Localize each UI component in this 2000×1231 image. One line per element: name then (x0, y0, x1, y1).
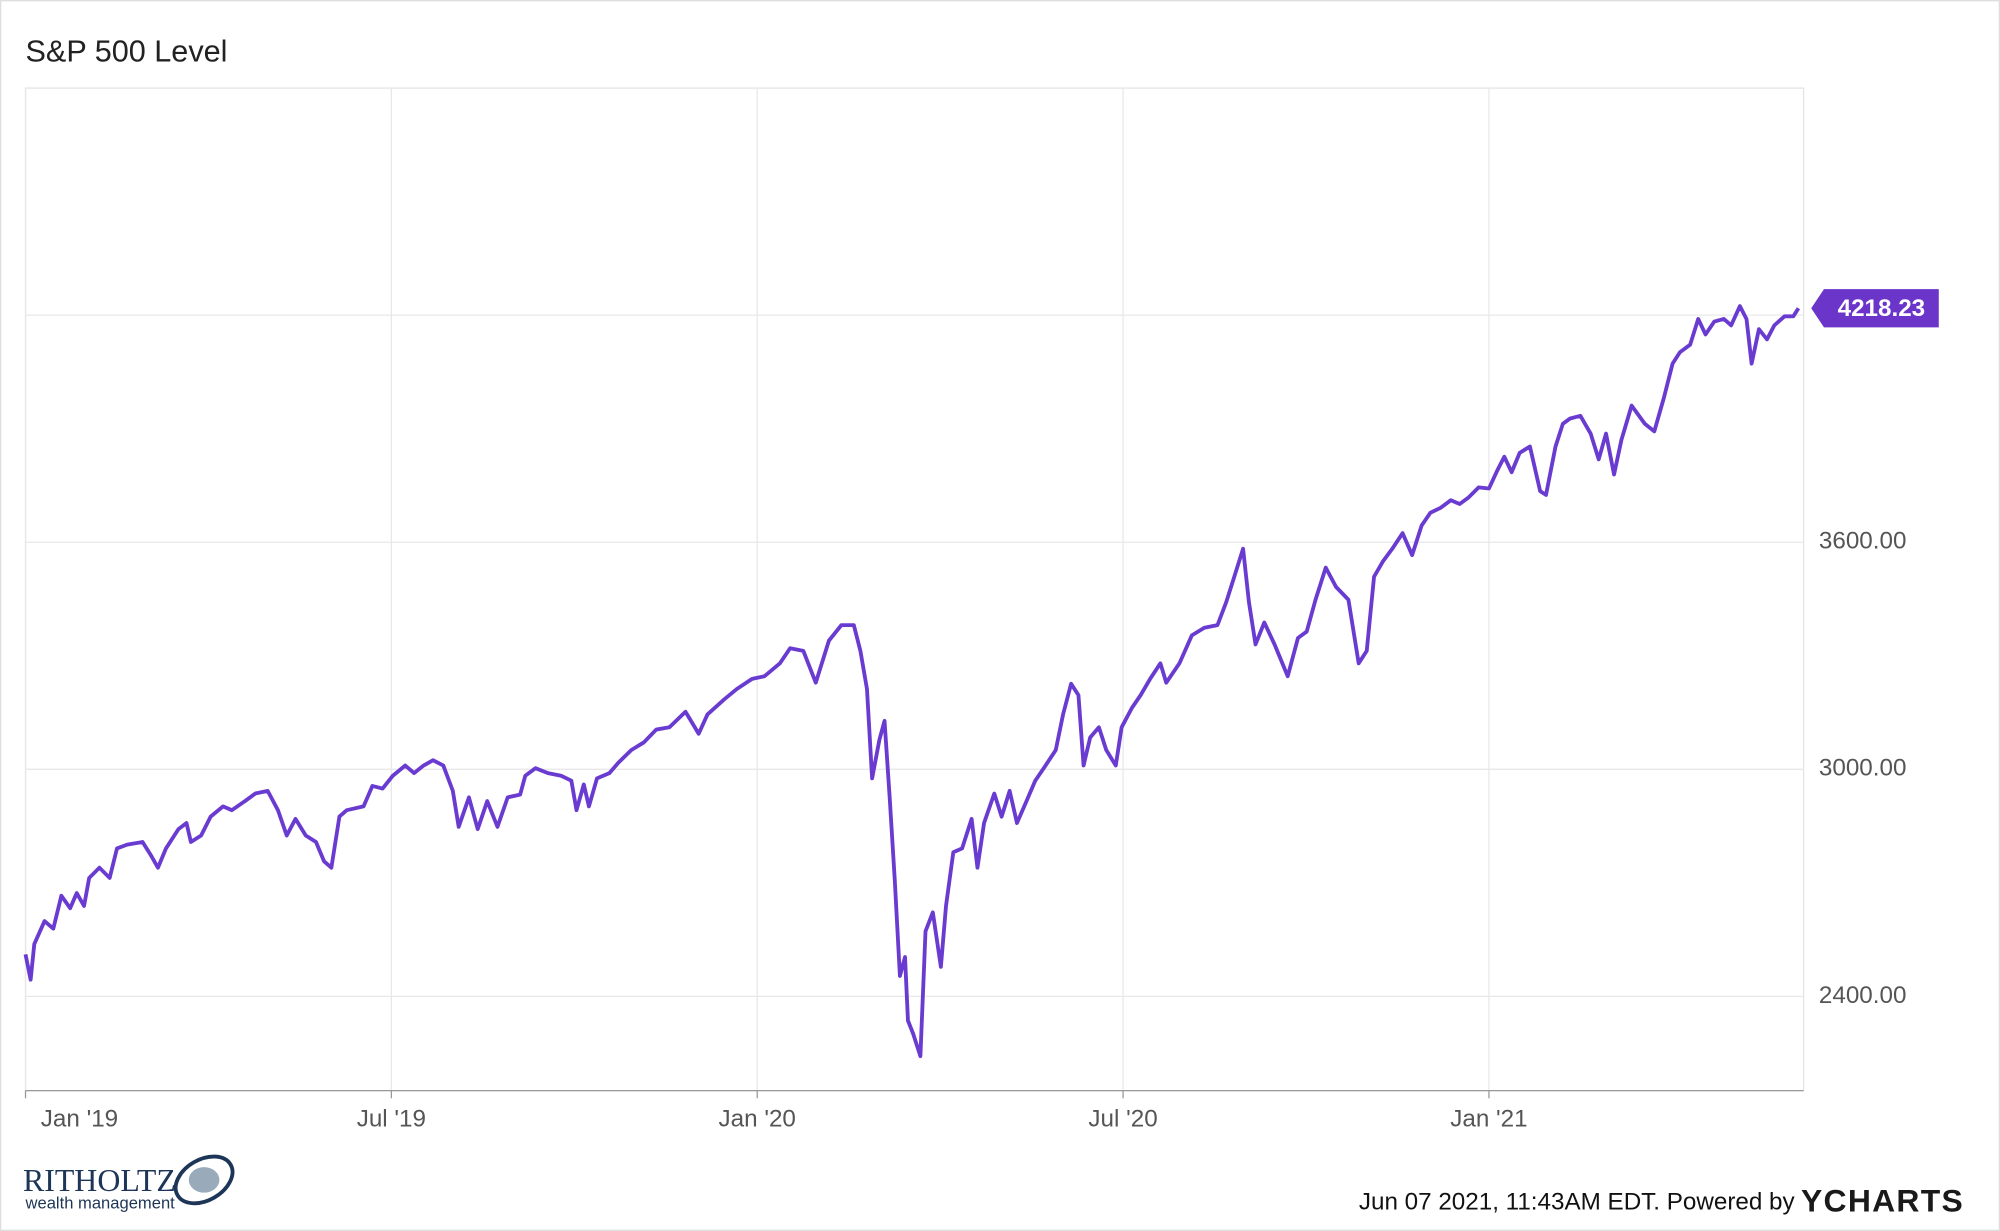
y-tick-label: 2400.00 (1819, 982, 1907, 1009)
brand-logo: YCHARTS (1801, 1182, 1964, 1218)
chart-title: S&P 500 Level (26, 35, 228, 69)
x-tick-label: Jan '21 (1450, 1105, 1527, 1132)
firm-emblem (173, 1154, 235, 1206)
y-tick-label: 3000.00 (1819, 755, 1907, 782)
x-tick-label: Jan '19 (41, 1105, 118, 1132)
firm-logo: RITHOLTZ (23, 1163, 176, 1198)
footer-timestamp: Jun 07 2021, 11:43AM EDT. Powered by (1359, 1188, 1796, 1215)
price-line (23, 304, 1801, 1059)
firm-emblem-globe (188, 1167, 220, 1193)
last-value-label: 4218.23 (1838, 295, 1926, 322)
firm-subtitle: wealth management (25, 1194, 176, 1213)
y-tick-label: 3600.00 (1819, 528, 1907, 555)
x-tick-label: Jan '20 (719, 1105, 796, 1132)
x-tick-label: Jul '20 (1088, 1105, 1157, 1132)
last-value-badge (1811, 289, 1939, 328)
x-tick-label: Jul '19 (357, 1105, 426, 1132)
